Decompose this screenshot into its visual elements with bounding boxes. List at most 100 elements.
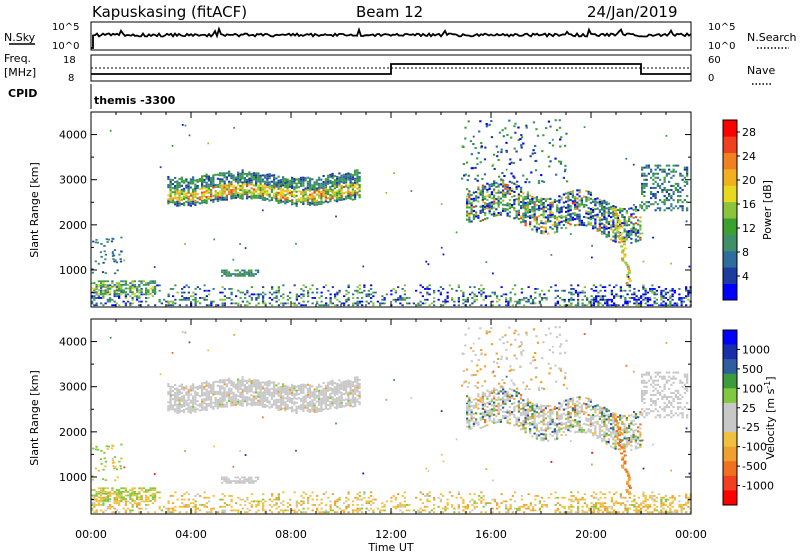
power-cell	[102, 295, 105, 298]
power-cell	[468, 212, 471, 215]
freq-tick-bottom: 8	[68, 73, 74, 84]
power-cell	[490, 136, 494, 139]
power-cell	[225, 188, 228, 191]
power-cell	[604, 295, 607, 298]
velocity-cell	[187, 410, 190, 413]
velocity-cell	[540, 414, 543, 417]
power-cell	[643, 166, 646, 169]
power-cell	[628, 279, 632, 282]
power-cell	[613, 297, 616, 299]
power-cell	[502, 191, 505, 194]
power-cell	[586, 304, 589, 307]
power-cell	[559, 162, 563, 165]
power-cell	[397, 297, 400, 299]
power-cell	[327, 304, 330, 307]
velocity-cell	[227, 480, 230, 482]
power-cell	[347, 188, 350, 191]
velocity-cell	[520, 412, 523, 415]
velocity-cell	[540, 426, 543, 429]
velocity-cell	[475, 402, 478, 405]
velocity-cell	[533, 404, 536, 407]
power-cell	[490, 201, 493, 204]
power-cell	[189, 180, 192, 183]
velocity-cell	[526, 412, 529, 415]
velocity-cell	[592, 416, 595, 419]
power-cell	[646, 304, 649, 307]
velocity-cell	[495, 398, 498, 402]
power-cell	[151, 280, 154, 283]
power-cell	[522, 200, 525, 203]
velocity-cell	[347, 385, 350, 388]
velocity-cell	[553, 428, 556, 431]
power-cell	[426, 286, 429, 289]
power-cell	[349, 195, 352, 198]
power-cell	[529, 208, 532, 211]
power-cell	[336, 198, 339, 201]
power-cell	[567, 207, 570, 210]
power-cell	[210, 197, 213, 200]
velocity-cell	[598, 409, 601, 412]
velocity-cell	[556, 429, 559, 432]
power-cell	[356, 300, 359, 303]
power-cell	[605, 207, 608, 210]
velocity-cell	[535, 435, 538, 438]
power-cell	[597, 291, 600, 294]
power-cell	[576, 197, 579, 200]
power-cell	[601, 298, 604, 301]
velocity-cell	[549, 419, 552, 422]
power-cell	[106, 280, 109, 283]
power-cell	[342, 179, 345, 182]
velocity-cell	[607, 427, 610, 430]
velocity-cell	[351, 399, 354, 402]
power-cell	[504, 208, 507, 211]
power-cell	[542, 208, 545, 211]
velocity-cell	[493, 391, 496, 394]
velocity-cell	[268, 384, 271, 387]
velocity-cell	[178, 405, 181, 408]
velocity-cell	[578, 426, 581, 429]
power-cell	[564, 168, 567, 171]
power-cell	[598, 200, 601, 203]
velocity-cell	[212, 387, 215, 390]
power-cell	[482, 288, 485, 290]
power-cell	[286, 196, 289, 199]
velocity-cell	[601, 419, 604, 422]
velocity-cell	[266, 400, 269, 404]
power-cell	[595, 297, 598, 299]
velocity-cell	[342, 399, 345, 402]
power-cell	[556, 208, 559, 211]
power-cell	[424, 302, 427, 305]
power-cell	[466, 206, 469, 209]
velocity-cell	[185, 387, 188, 390]
power-cell	[347, 297, 350, 299]
power-cell	[237, 193, 240, 196]
velocity-cell	[304, 404, 307, 407]
power-cell	[621, 249, 625, 252]
power-cell	[295, 304, 298, 307]
power-cell	[493, 194, 496, 197]
power-cell	[565, 216, 568, 219]
power-cell	[619, 219, 622, 222]
velocity-cell	[551, 418, 554, 421]
power-cell	[477, 216, 480, 219]
power-cell	[250, 273, 253, 275]
velocity-cell	[556, 423, 559, 426]
velocity-cell	[603, 433, 606, 436]
velocity-cell	[286, 397, 289, 400]
power-cell	[565, 210, 568, 213]
power-cell	[472, 218, 475, 221]
power-cell	[293, 180, 296, 183]
velocity-cell	[187, 402, 190, 405]
power-cell	[227, 271, 230, 274]
velocity-cell	[589, 431, 592, 434]
velocity-cell	[562, 430, 565, 433]
velocity-cell	[176, 393, 179, 396]
power-cell	[616, 218, 620, 222]
power-cell	[466, 210, 469, 213]
power-cell	[679, 190, 682, 194]
power-cell	[569, 215, 572, 218]
power-cell	[176, 204, 179, 207]
velocity-cell	[560, 413, 563, 416]
power-cell	[576, 215, 579, 218]
velocity-cell	[241, 476, 244, 479]
